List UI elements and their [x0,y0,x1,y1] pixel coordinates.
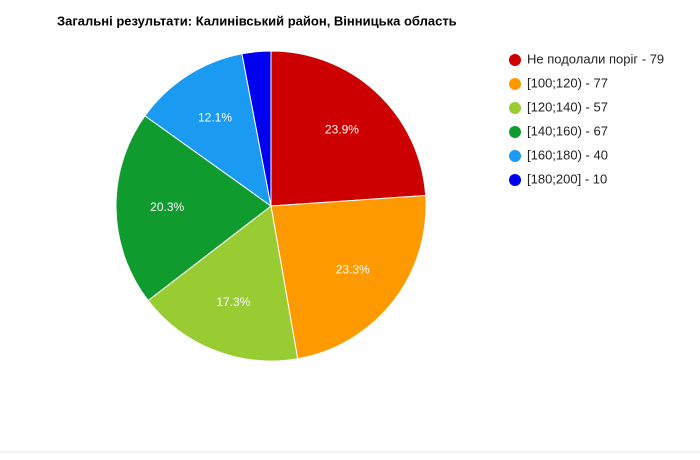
legend-marker [509,126,521,138]
legend-marker [509,150,521,162]
legend-label: [100;120) - 77 [527,75,608,90]
chart-title: Загальні результати: Калинівський район,… [57,13,457,28]
legend-label: [120;140) - 57 [527,99,608,114]
legend-marker [509,102,521,114]
legend-label: [160;180) - 40 [527,147,608,162]
legend-marker [509,54,521,66]
slice-label: 23.3% [336,262,370,276]
pie-slice [144,53,272,208]
legend-label: Не подолали поріг - 79 [527,51,664,66]
slice-label: 23.9% [325,122,359,136]
pie-slice [147,205,299,362]
legend-label: [180;200] - 10 [527,171,607,186]
legend-marker [509,78,521,90]
pie-slice [115,115,272,302]
pie-slice [270,194,427,360]
slice-label: 12.1% [198,111,232,125]
slice-label: 20.3% [150,200,184,214]
legend-marker [509,174,521,186]
pie-slice [270,50,427,207]
legend-label: [140;160) - 67 [527,123,608,138]
pie-slice [241,50,272,207]
slice-label: 17.3% [216,295,250,309]
